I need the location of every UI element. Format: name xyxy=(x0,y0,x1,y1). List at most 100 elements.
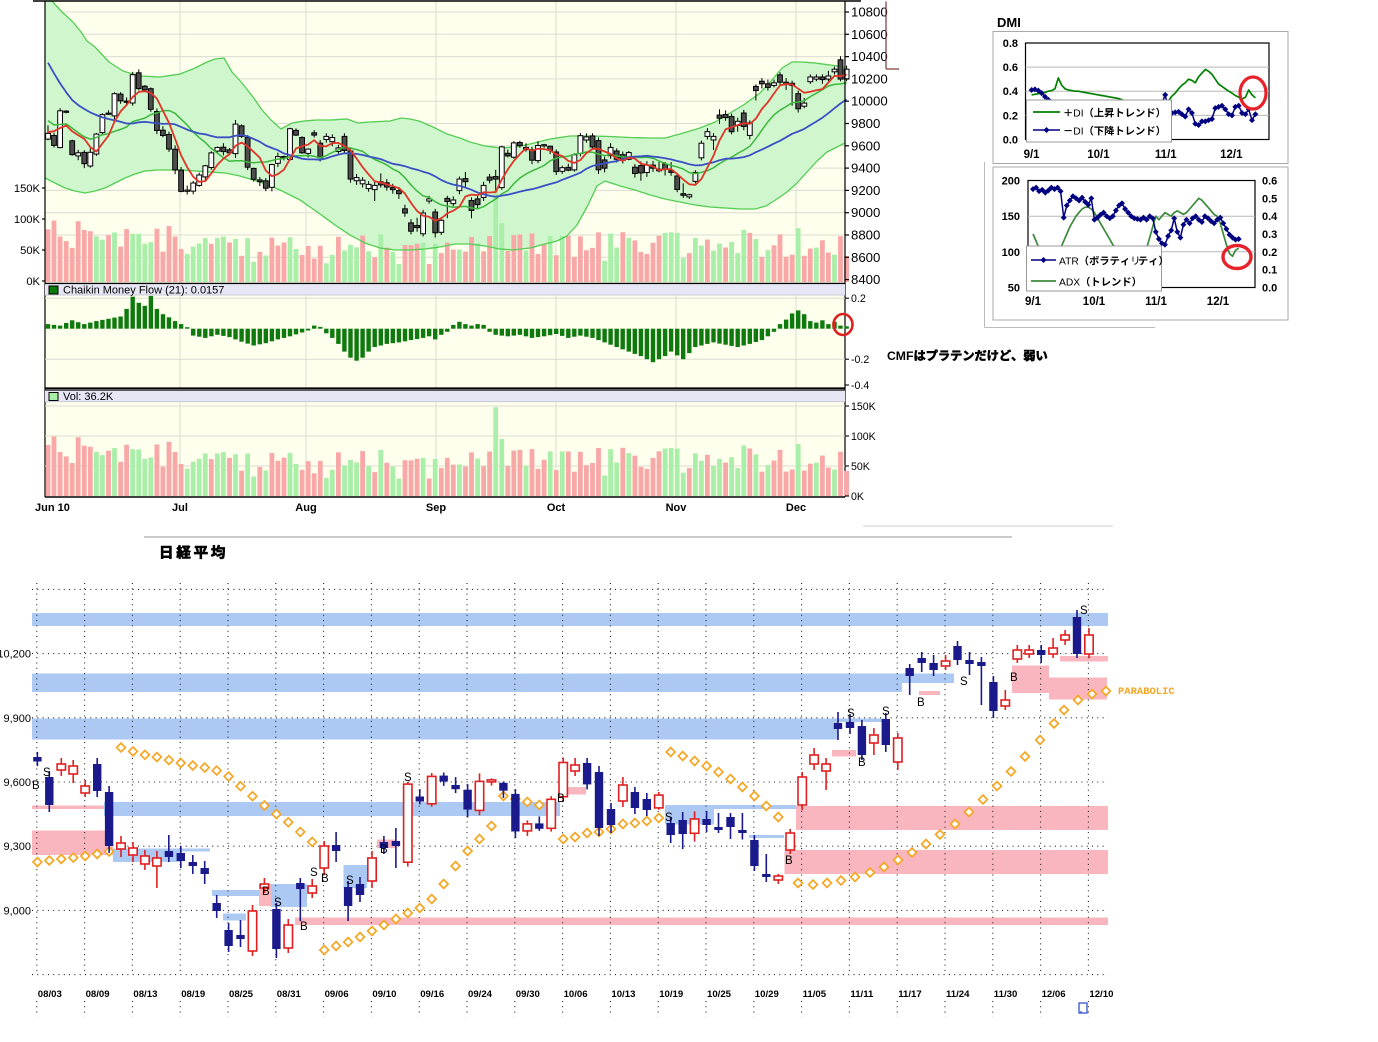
svg-text:S: S xyxy=(43,767,51,779)
svg-text:Aug: Aug xyxy=(295,502,316,514)
svg-text:DI: DI xyxy=(1073,109,1083,120)
svg-text:11/1: 11/1 xyxy=(1155,149,1177,161)
svg-text:11/11: 11/11 xyxy=(850,989,874,1000)
svg-text:150K: 150K xyxy=(851,401,876,413)
svg-text:S: S xyxy=(847,708,855,720)
svg-text:08/25: 08/25 xyxy=(229,989,254,1000)
svg-text:11/17: 11/17 xyxy=(898,989,921,1000)
svg-text:8600: 8600 xyxy=(851,250,880,265)
svg-text:100: 100 xyxy=(1002,247,1020,259)
svg-text:100K: 100K xyxy=(851,431,876,443)
svg-text:9,600: 9,600 xyxy=(3,777,31,789)
svg-text:11/30: 11/30 xyxy=(994,989,1017,1000)
svg-text:09/30: 09/30 xyxy=(516,989,540,1000)
svg-text:09/24: 09/24 xyxy=(468,989,493,1000)
svg-text:B: B xyxy=(380,844,388,856)
svg-text:10/1: 10/1 xyxy=(1087,149,1110,161)
svg-text:08/19: 08/19 xyxy=(181,989,205,1000)
svg-text:10200: 10200 xyxy=(851,71,888,86)
svg-text:Jun 10: Jun 10 xyxy=(35,502,70,514)
svg-text:150: 150 xyxy=(1002,211,1020,223)
svg-text:B: B xyxy=(262,886,270,898)
svg-text:8800: 8800 xyxy=(851,228,880,243)
svg-text:B: B xyxy=(1010,672,1018,684)
svg-text:9200: 9200 xyxy=(851,183,880,198)
svg-text:リ: リ xyxy=(1130,257,1140,268)
svg-text:Oct: Oct xyxy=(547,502,566,514)
svg-text:9,900: 9,900 xyxy=(3,713,31,725)
svg-text:-0.4: -0.4 xyxy=(851,380,869,392)
svg-text:10,200: 10,200 xyxy=(0,649,31,661)
svg-text:S: S xyxy=(404,772,412,784)
svg-text:0.6: 0.6 xyxy=(1003,62,1018,74)
svg-text:10/13: 10/13 xyxy=(611,989,635,1000)
svg-text:DI: DI xyxy=(1073,127,1083,138)
svg-text:50K: 50K xyxy=(20,245,40,257)
svg-text:0.6: 0.6 xyxy=(1262,176,1277,188)
svg-text:S: S xyxy=(665,812,673,824)
svg-text:Dec: Dec xyxy=(786,502,806,514)
svg-text:50K: 50K xyxy=(851,461,870,473)
svg-text:0.5: 0.5 xyxy=(1262,193,1277,205)
svg-text:S: S xyxy=(274,897,282,909)
svg-text:9/1: 9/1 xyxy=(1024,149,1041,161)
svg-text:10/1: 10/1 xyxy=(1083,296,1106,308)
svg-text:11/1: 11/1 xyxy=(1145,296,1167,308)
svg-text:Jul: Jul xyxy=(172,502,188,514)
svg-text:0.1: 0.1 xyxy=(1262,265,1277,277)
svg-text:12/06: 12/06 xyxy=(1042,989,1066,1000)
svg-text:12/1: 12/1 xyxy=(1207,296,1230,308)
svg-text:-0.2: -0.2 xyxy=(851,354,869,366)
svg-text:10400: 10400 xyxy=(851,49,888,64)
svg-text:S: S xyxy=(1080,605,1088,617)
svg-text:0.4: 0.4 xyxy=(1003,86,1019,98)
svg-text:9/1: 9/1 xyxy=(1025,296,1042,308)
svg-text:10800: 10800 xyxy=(851,5,888,20)
svg-text:PARABOLIC: PARABOLIC xyxy=(1118,686,1175,698)
svg-text:0K: 0K xyxy=(26,276,40,288)
svg-text:0.8: 0.8 xyxy=(1003,38,1018,50)
svg-text:B: B xyxy=(785,855,793,867)
svg-text:Nov: Nov xyxy=(666,502,688,514)
svg-text:10/06: 10/06 xyxy=(564,989,588,1000)
svg-text:S: S xyxy=(882,706,890,718)
svg-text:8400: 8400 xyxy=(851,272,880,287)
svg-text:B: B xyxy=(300,921,308,933)
svg-text:10600: 10600 xyxy=(851,27,888,42)
svg-text:11/05: 11/05 xyxy=(803,989,827,1000)
svg-text:S: S xyxy=(310,867,318,879)
svg-text:B: B xyxy=(32,780,40,792)
svg-text:B: B xyxy=(858,757,866,769)
svg-text:Chaikin Money Flow (21): 0.015: Chaikin Money Flow (21): 0.0157 xyxy=(63,285,224,297)
svg-text:10/19: 10/19 xyxy=(659,989,683,1000)
svg-text:09/16: 09/16 xyxy=(420,989,444,1000)
svg-text:08/03: 08/03 xyxy=(38,989,62,1000)
svg-text:9800: 9800 xyxy=(851,116,880,131)
svg-text:0.0: 0.0 xyxy=(1262,283,1277,295)
svg-text:S: S xyxy=(346,875,354,887)
svg-text:9,300: 9,300 xyxy=(3,841,31,853)
svg-text:0.2: 0.2 xyxy=(1003,110,1018,122)
svg-text:0.2: 0.2 xyxy=(1262,247,1277,259)
svg-text:0.4: 0.4 xyxy=(1262,211,1278,223)
svg-text:0.0: 0.0 xyxy=(1003,135,1018,147)
svg-text:Sep: Sep xyxy=(426,502,446,514)
svg-text:100K: 100K xyxy=(14,214,41,226)
svg-text:11/24: 11/24 xyxy=(946,989,970,1000)
svg-text:10/25: 10/25 xyxy=(707,989,732,1000)
svg-text:09/10: 09/10 xyxy=(372,989,396,1000)
svg-text:12/1: 12/1 xyxy=(1220,149,1243,161)
svg-text:10000: 10000 xyxy=(851,94,888,109)
svg-text:ADX: ADX xyxy=(1059,278,1080,289)
svg-text:150K: 150K xyxy=(14,183,41,195)
svg-text:200: 200 xyxy=(1002,176,1020,188)
svg-text:CMF: CMF xyxy=(887,349,913,363)
svg-text:08/09: 08/09 xyxy=(86,989,110,1000)
svg-text:50: 50 xyxy=(1008,283,1020,295)
svg-text:08/13: 08/13 xyxy=(133,989,157,1000)
svg-text:B: B xyxy=(557,793,565,805)
svg-text:9000: 9000 xyxy=(851,205,880,220)
svg-text:9,000: 9,000 xyxy=(3,905,31,917)
svg-text:09/06: 09/06 xyxy=(325,989,349,1000)
svg-text:Vol: 36.2K: Vol: 36.2K xyxy=(63,391,114,403)
